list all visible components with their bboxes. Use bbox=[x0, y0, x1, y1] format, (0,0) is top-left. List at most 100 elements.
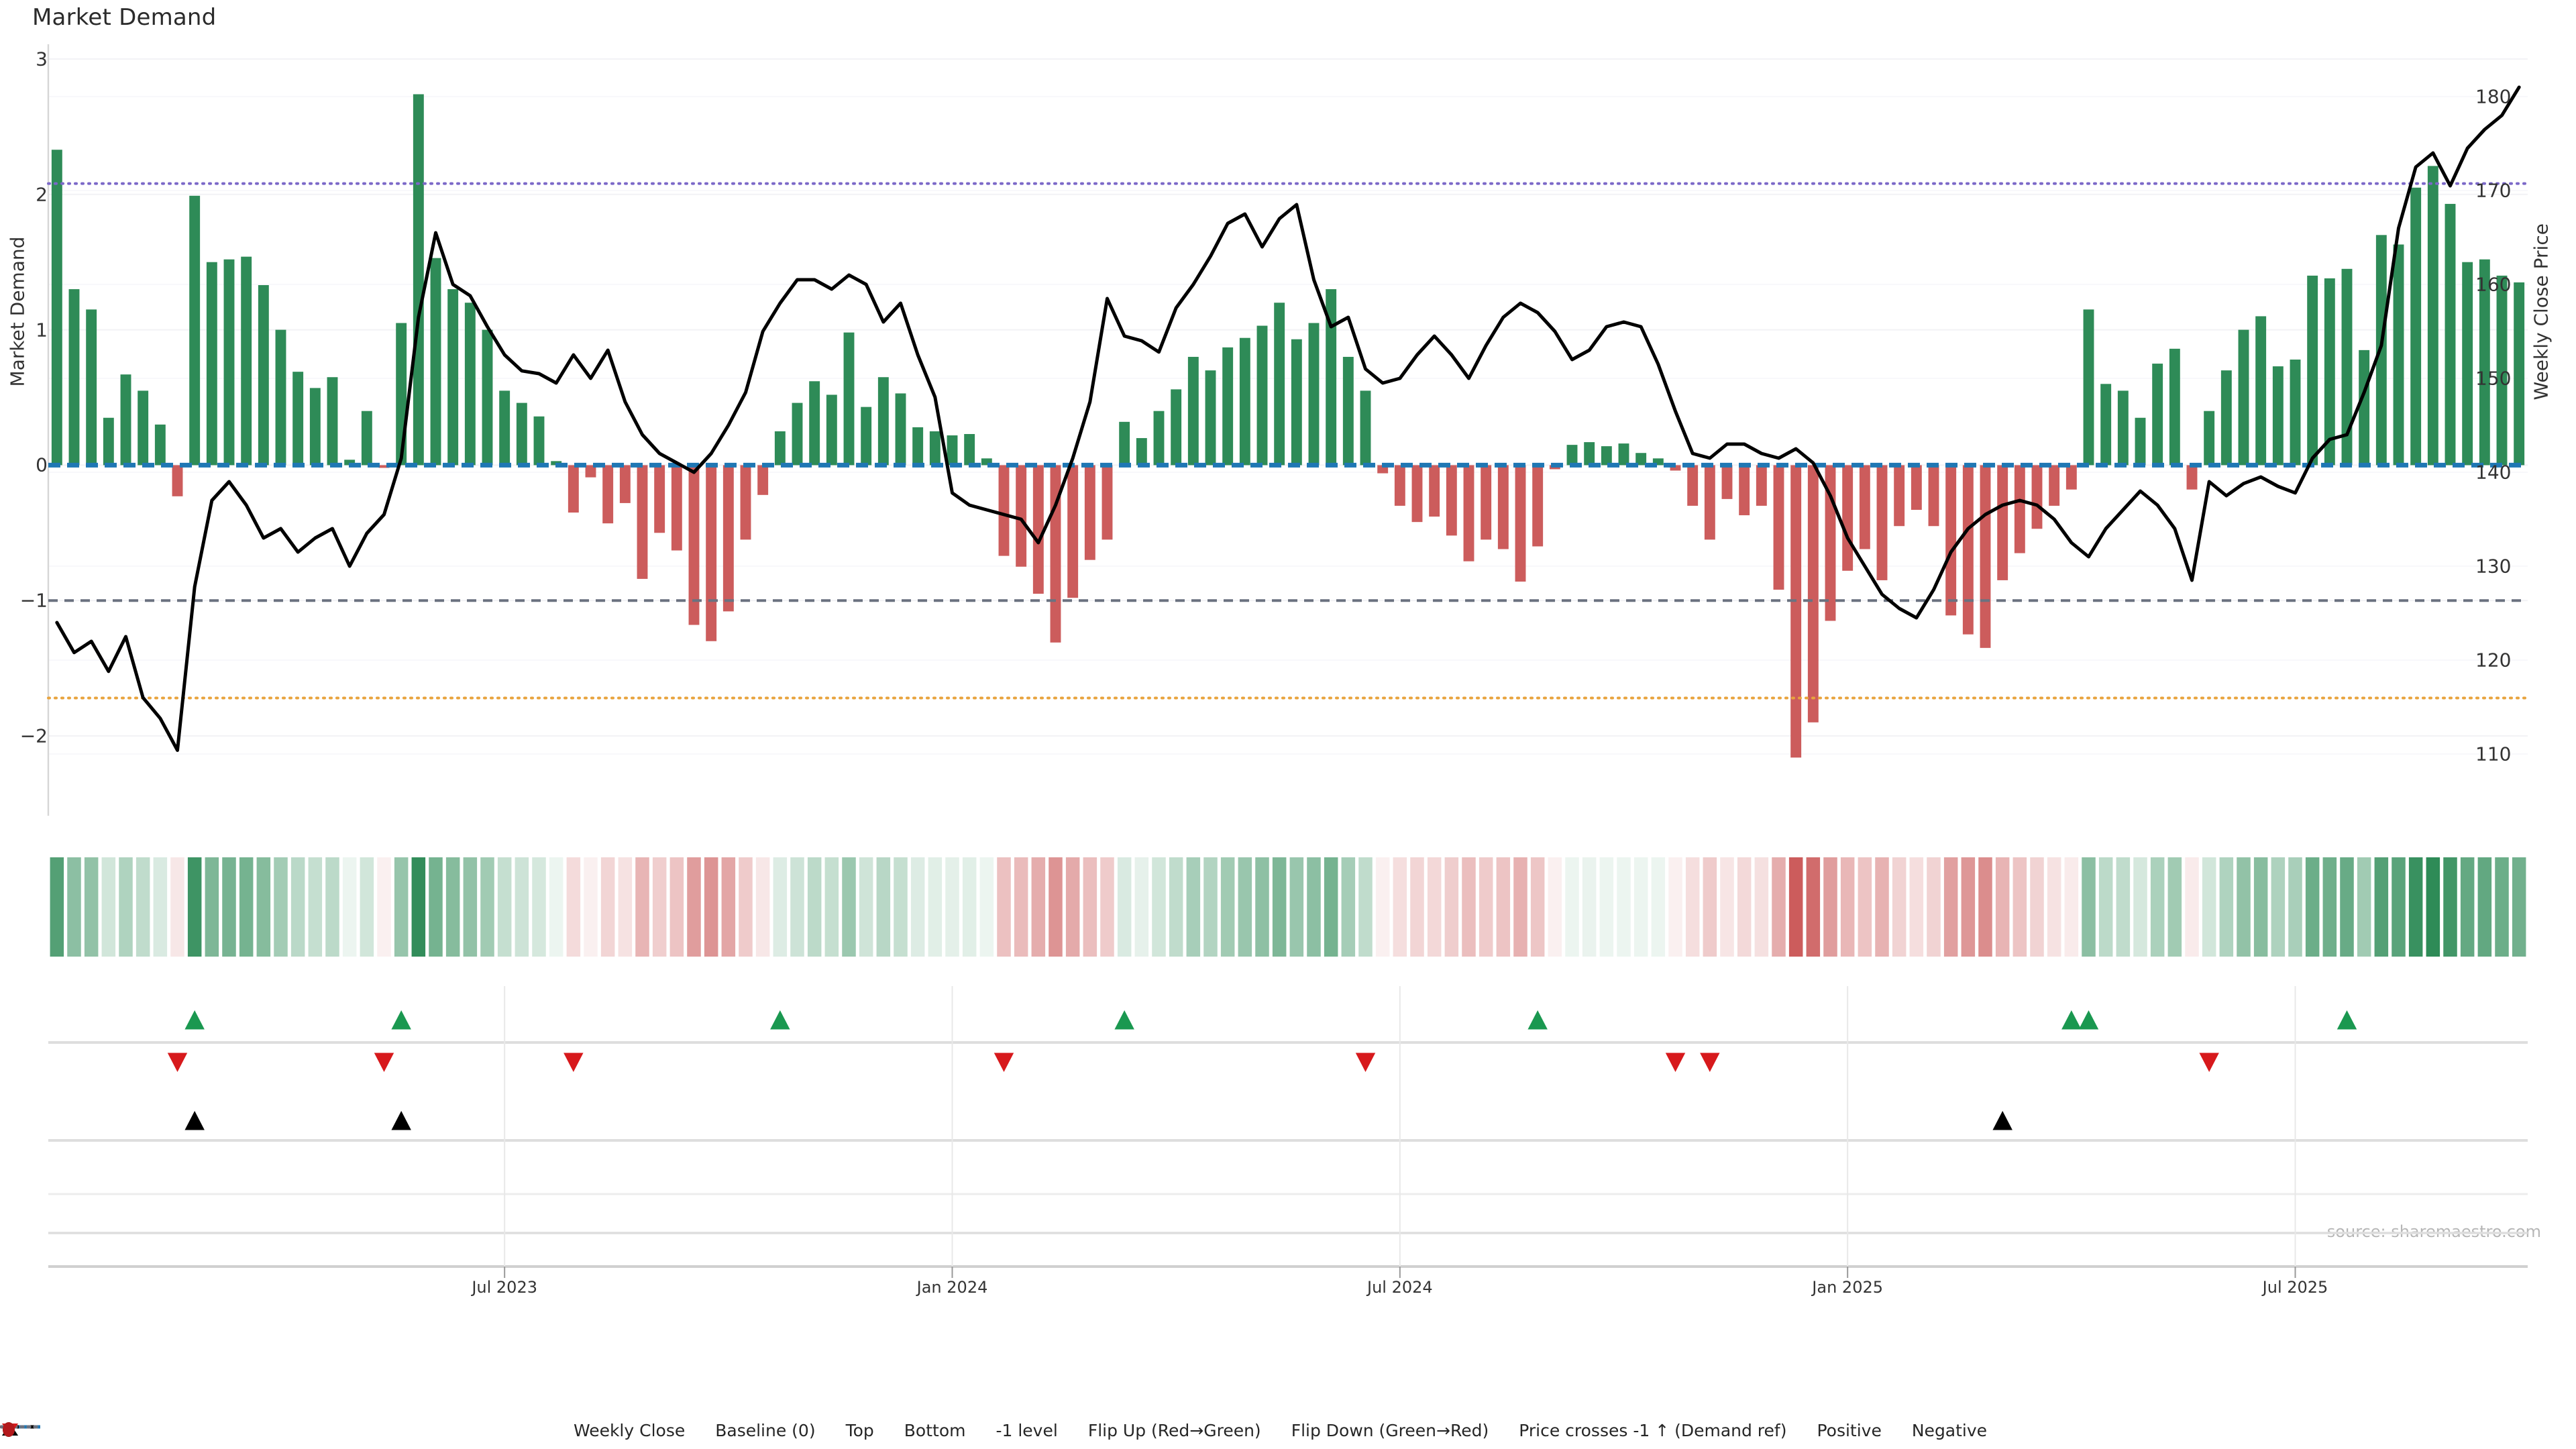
demand-bar bbox=[1635, 453, 1647, 466]
flip-up-marker bbox=[1527, 1010, 1548, 1030]
heatmap-cell bbox=[1995, 857, 2010, 957]
heatmap-cell bbox=[1685, 857, 1700, 957]
legend-item-price-crosses[interactable]: Price crosses -1 ↑ (Demand ref) bbox=[2, 1421, 1786, 1440]
heatmap-cell bbox=[1617, 857, 1631, 957]
demand-bar bbox=[396, 323, 407, 466]
heatmap-cell bbox=[2477, 857, 2492, 957]
demand-bar bbox=[2186, 465, 2198, 490]
demand-bar bbox=[1187, 356, 1199, 466]
demand-bar bbox=[1067, 465, 1079, 598]
demand-bar bbox=[206, 262, 217, 466]
heatmap-cell bbox=[1203, 857, 1218, 957]
demand-bar bbox=[1739, 465, 1750, 516]
heatmap-cell bbox=[256, 857, 271, 957]
legend-item-baseline[interactable]: Baseline (0) bbox=[1, 1421, 816, 1440]
legend-item-weekly-close[interactable]: Weekly Close bbox=[1, 1421, 685, 1440]
y-axis-left-tick: −2 bbox=[19, 724, 48, 747]
demand-bar bbox=[2359, 350, 2370, 466]
flip-up-marker bbox=[2078, 1010, 2099, 1030]
demand-bar bbox=[2117, 390, 2129, 466]
flip-up-marker bbox=[391, 1010, 411, 1030]
heatmap-cell bbox=[1049, 857, 1063, 957]
heatmap-cell bbox=[1014, 857, 1028, 957]
legend-item-bottom[interactable]: Bottom bbox=[0, 1421, 965, 1440]
flip-down-marker bbox=[1665, 1053, 1686, 1072]
x-axis-tick: Jan 2024 bbox=[916, 1278, 988, 1297]
heatmap-cell bbox=[1788, 857, 1803, 957]
heatmap-cell bbox=[979, 857, 994, 957]
demand-bar bbox=[602, 465, 614, 524]
legend-item-negative[interactable]: Negative bbox=[3, 1421, 1987, 1440]
heatmap-cell bbox=[600, 857, 615, 957]
heatmap-cell bbox=[1186, 857, 1201, 957]
legend-label: Positive bbox=[1817, 1421, 1882, 1440]
heatmap-cell bbox=[721, 857, 736, 957]
demand-bar bbox=[722, 465, 734, 612]
heatmap-cell bbox=[1978, 857, 1992, 957]
demand-bar bbox=[757, 465, 769, 495]
legend-item-top[interactable]: Top bbox=[0, 1421, 874, 1440]
demand-bar bbox=[482, 329, 493, 466]
demand-bar bbox=[1342, 356, 1354, 466]
heatmap-cell bbox=[859, 857, 873, 957]
demand-bar bbox=[619, 465, 631, 503]
heatmap-cell bbox=[2098, 857, 2113, 957]
heatmap-cell bbox=[1530, 857, 1545, 957]
heatmap-cell bbox=[429, 857, 443, 957]
demand-bar bbox=[68, 289, 80, 466]
y-axis-left-tick: 2 bbox=[36, 183, 48, 206]
x-axis-tick: Jan 2025 bbox=[1812, 1278, 1884, 1297]
demand-bar bbox=[189, 195, 201, 466]
demand-bar bbox=[2514, 282, 2525, 466]
demand-bar bbox=[86, 309, 97, 466]
heatmap-cell bbox=[618, 857, 633, 957]
heatmap-cell bbox=[2012, 857, 2027, 957]
heatmap-cell bbox=[1513, 857, 1527, 957]
demand-bar bbox=[1394, 465, 1405, 506]
demand-bar bbox=[1566, 445, 1578, 466]
heatmap-cell bbox=[997, 857, 1011, 957]
demand-bar bbox=[1962, 465, 1974, 635]
demand-bar bbox=[103, 417, 114, 466]
legend-item-flip-down[interactable]: Flip Down (Green→Red) bbox=[2, 1421, 1489, 1440]
heatmap-cell bbox=[2047, 857, 2061, 957]
demand-bar bbox=[1928, 465, 1939, 527]
y-axis-right-tick: 120 bbox=[2475, 649, 2512, 672]
heatmap-cell bbox=[1651, 857, 1666, 957]
demand-bar bbox=[2083, 309, 2094, 466]
heatmap-cell bbox=[239, 857, 254, 957]
legend-item-minus-one-level[interactable]: -1 level bbox=[0, 1421, 1058, 1440]
demand-bar bbox=[1876, 465, 1888, 580]
demand-bar bbox=[1807, 465, 1819, 722]
y-axis-right-tick: 150 bbox=[2475, 367, 2512, 390]
heatmap-cell bbox=[1169, 857, 1183, 957]
demand-bar bbox=[2290, 360, 2301, 466]
heatmap-cell bbox=[2340, 857, 2354, 957]
heatmap-cell bbox=[739, 857, 753, 957]
heatmap-cell bbox=[274, 857, 288, 957]
legend-label: Flip Up (Red→Green) bbox=[1087, 1421, 1261, 1440]
demand-bar bbox=[2100, 384, 2112, 466]
heatmap-cell bbox=[187, 857, 202, 957]
demand-bar bbox=[1670, 465, 1681, 471]
demand-bar bbox=[1411, 465, 1423, 523]
legend-item-positive[interactable]: Positive bbox=[3, 1421, 1882, 1440]
demand-bar bbox=[2049, 465, 2060, 506]
heatmap-cell bbox=[1565, 857, 1579, 957]
heatmap-cell bbox=[1909, 857, 1924, 957]
demand-bar bbox=[2238, 329, 2249, 466]
demand-bar bbox=[1326, 289, 1337, 466]
demand-bar bbox=[2204, 411, 2215, 466]
heatmap-cell bbox=[445, 857, 460, 957]
flip-up-marker bbox=[184, 1010, 205, 1030]
heatmap-cell bbox=[170, 857, 184, 957]
demand-bar bbox=[1102, 465, 1113, 540]
heatmap-cell bbox=[2426, 857, 2440, 957]
heatmap-cell bbox=[497, 857, 512, 957]
heatmap-cell bbox=[635, 857, 649, 957]
heatmap-cell bbox=[1444, 857, 1459, 957]
flip-down-marker bbox=[1700, 1053, 1720, 1072]
heatmap-cell bbox=[2237, 857, 2251, 957]
legend-item-flip-up[interactable]: Flip Up (Red→Green) bbox=[2, 1421, 1261, 1440]
